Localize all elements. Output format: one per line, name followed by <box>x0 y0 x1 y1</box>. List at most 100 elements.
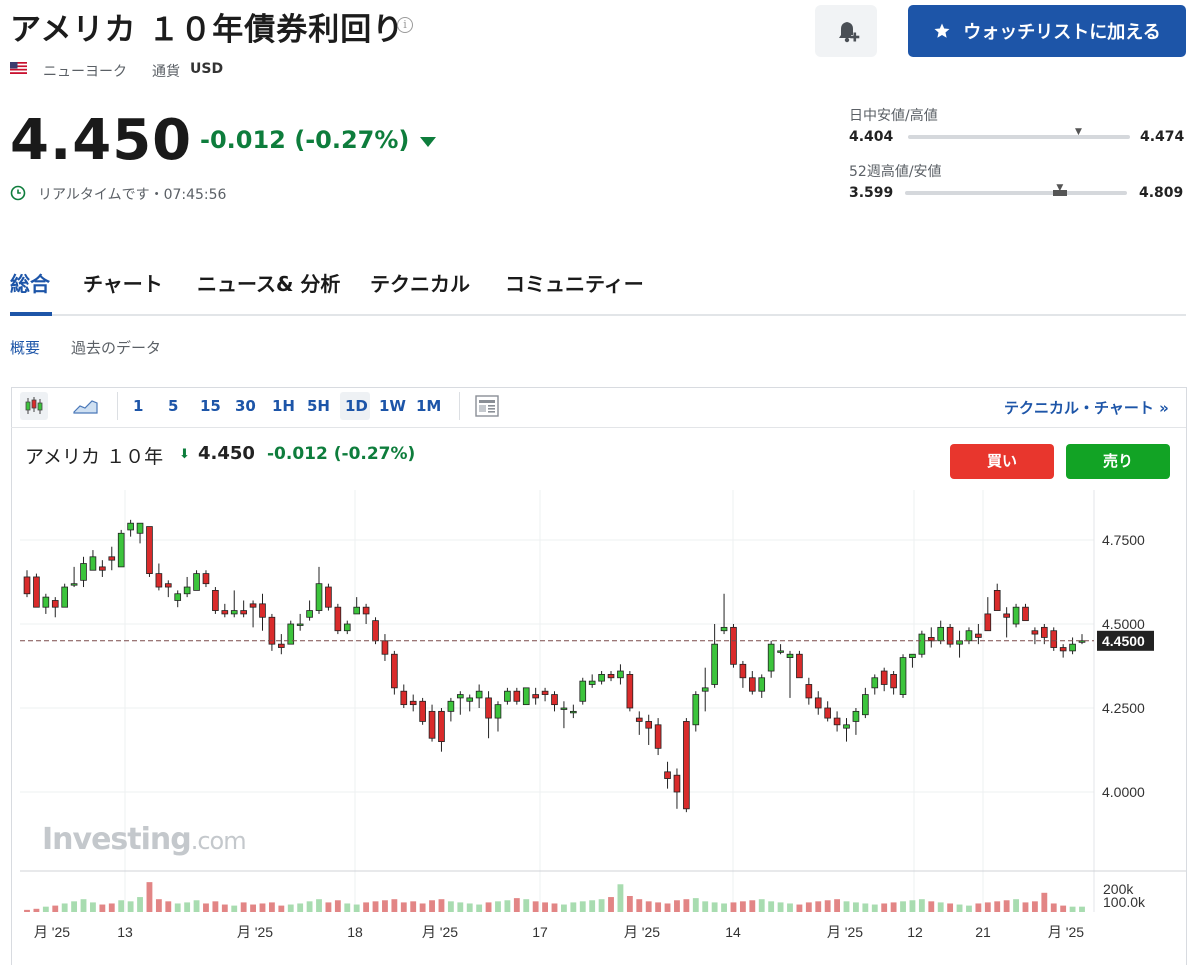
volume-bar <box>240 902 247 912</box>
timeframe-1d[interactable]: 1D <box>345 397 368 415</box>
candle-body <box>419 700 426 722</box>
candle-body <box>965 630 973 642</box>
candle-body <box>296 623 304 626</box>
subtab-historical-data[interactable]: 過去のデータ <box>71 339 162 357</box>
candle-body <box>852 710 860 722</box>
candle-body <box>588 680 596 685</box>
candle-body <box>80 563 87 581</box>
candle-body <box>711 643 718 685</box>
buy-button[interactable]: 買い <box>950 444 1054 479</box>
volume-bar <box>956 904 963 912</box>
candle-body <box>268 616 276 645</box>
timeframe-5h[interactable]: 5H <box>307 397 330 415</box>
timeframe-30m[interactable]: 30 <box>235 397 256 415</box>
volume-bar <box>1022 902 1029 912</box>
candle-body <box>899 657 907 695</box>
volume-bar <box>523 899 530 912</box>
candle-body <box>551 694 558 706</box>
volume-bar <box>438 899 445 912</box>
candle-body <box>1012 606 1020 625</box>
chart-panel <box>11 387 1187 965</box>
x-tick-label: 月 '25 <box>34 924 70 940</box>
realtime-status: リアルタイムです・07:45:56 <box>38 187 227 203</box>
candle-body <box>278 643 285 648</box>
candle-body <box>796 653 803 679</box>
add-to-watchlist-button[interactable]: ウォッチリストに加える <box>908 5 1186 57</box>
chart-legend-name: アメリカ １０年 <box>25 446 164 468</box>
candle-body <box>485 697 492 719</box>
volume-bar <box>221 904 228 912</box>
active-tab-indicator <box>10 312 52 316</box>
candle-body <box>664 771 671 779</box>
week52-range-marker: ▼ <box>1056 183 1064 193</box>
timeframe-1m[interactable]: 1 <box>133 397 144 415</box>
tab-technical[interactable]: テクニカル <box>370 272 470 296</box>
volume-bar <box>532 901 539 912</box>
timeframe-1h[interactable]: 1H <box>272 397 295 415</box>
news-overlay-button[interactable] <box>474 393 500 419</box>
candlestick-type-button[interactable] <box>20 392 48 420</box>
timeframe-15m[interactable]: 15 <box>200 397 221 415</box>
volume-bar <box>410 901 417 912</box>
tab-news-analysis[interactable]: ニュース& 分析 <box>197 272 341 296</box>
subtab-summary[interactable]: 概要 <box>10 339 41 357</box>
candle-body <box>164 583 172 588</box>
volume-bar <box>692 898 699 912</box>
candle-body <box>918 633 926 655</box>
candle-body <box>362 606 370 615</box>
price-change: -0.012 (-0.27%) <box>200 126 410 154</box>
candle-body <box>937 626 945 642</box>
x-tick-label: 月 '25 <box>624 924 660 940</box>
tab-community[interactable]: コミュニティー <box>505 272 644 296</box>
volume-bar <box>711 902 718 912</box>
candle-body <box>833 717 841 726</box>
volume-bar <box>419 903 426 912</box>
candle-body <box>372 620 379 642</box>
volume-bar <box>768 901 775 912</box>
volume-bar <box>749 900 756 912</box>
candle-body <box>259 603 266 618</box>
candle-body <box>183 586 191 595</box>
candle-body <box>692 694 700 726</box>
candle-body <box>927 637 935 642</box>
timeframe-1w[interactable]: 1W <box>379 397 406 415</box>
page-title: アメリカ １０年債券利回り <box>10 12 405 48</box>
volume-bar <box>165 901 172 912</box>
exchange-name: ニューヨーク <box>43 64 127 80</box>
star-icon <box>934 23 950 38</box>
candle-body <box>438 710 445 742</box>
sell-button[interactable]: 売り <box>1066 444 1170 479</box>
volume-bar <box>52 905 59 912</box>
volume-bar <box>203 903 209 912</box>
candlestick-icon <box>25 397 43 414</box>
info-icon[interactable]: i <box>397 17 413 33</box>
currency-label: 通貨 <box>152 64 180 80</box>
candle-body <box>466 697 474 702</box>
chart-legend-price: 4.450 <box>198 443 255 464</box>
timeframe-1mo[interactable]: 1M <box>416 397 442 415</box>
technical-chart-link[interactable]: テクニカル・チャート » <box>1004 399 1169 417</box>
price-alert-button[interactable] <box>815 5 877 57</box>
week52-range-fill <box>1053 190 1067 196</box>
volume-bar <box>730 902 737 912</box>
volume-bar <box>824 900 831 912</box>
candle-body <box>871 677 879 689</box>
volume-bar <box>739 901 746 912</box>
volume-bar <box>787 903 793 912</box>
volume-bar <box>947 903 954 912</box>
candle-body <box>956 640 963 645</box>
tab-chart[interactable]: チャート <box>83 272 163 296</box>
week52-low: 3.599 <box>849 185 894 201</box>
volume-bar <box>146 882 153 912</box>
candle-body <box>287 623 295 645</box>
tab-overview[interactable]: 総合 <box>10 272 50 296</box>
volume-bar <box>655 902 662 912</box>
area-type-button[interactable] <box>70 392 100 420</box>
volume-bar <box>184 902 191 912</box>
candle-body <box>33 576 40 608</box>
volume-bar <box>212 901 219 912</box>
candle-body <box>758 677 766 692</box>
timeframe-5m[interactable]: 5 <box>168 397 179 415</box>
candle-body <box>1078 640 1086 643</box>
